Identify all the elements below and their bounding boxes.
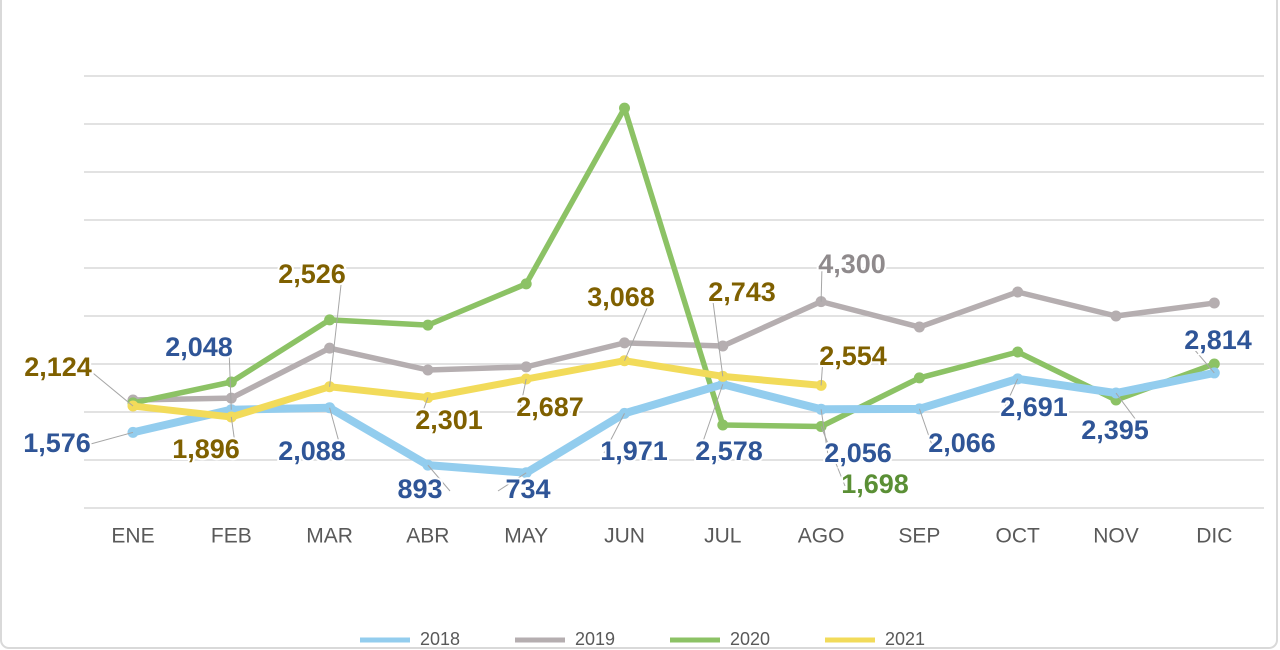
series-point xyxy=(1110,310,1122,322)
data-label: 734 xyxy=(505,474,550,504)
data-label: 4,300 xyxy=(818,249,886,279)
data-label: 2,066 xyxy=(928,428,996,458)
series-line xyxy=(129,357,825,421)
data-label: 1,971 xyxy=(600,436,668,466)
series-point xyxy=(520,278,532,290)
series-point xyxy=(1208,297,1220,309)
x-tick-label: JUN xyxy=(604,525,645,548)
data-label: 1,896 xyxy=(172,434,240,464)
data-label: 2,088 xyxy=(278,436,346,466)
series-point xyxy=(1208,358,1220,370)
leader-line xyxy=(329,275,343,387)
series-point xyxy=(324,342,336,354)
series-point xyxy=(1012,346,1024,358)
data-label: 893 xyxy=(397,474,442,504)
data-label: 1,698 xyxy=(841,469,909,499)
x-tick-label: AGO xyxy=(798,525,845,548)
series-point xyxy=(717,419,729,431)
x-tick-label: ABR xyxy=(406,525,449,548)
data-label: 2,526 xyxy=(278,259,346,289)
x-tick-label: NOV xyxy=(1093,525,1139,548)
leader-line xyxy=(1003,378,1019,410)
data-label: 2,578 xyxy=(695,436,763,466)
legend-label: 2020 xyxy=(730,629,770,649)
leader-line xyxy=(603,413,625,454)
leader-line xyxy=(711,293,724,377)
legend-label: 2019 xyxy=(575,629,615,649)
data-label: 2,395 xyxy=(1081,415,1149,445)
leader-line xyxy=(427,464,451,492)
series-point xyxy=(422,319,434,331)
data-label: 2,691 xyxy=(1000,392,1068,422)
x-tick-label: FEB xyxy=(211,525,252,548)
lines xyxy=(127,102,1220,479)
data-label: 2,743 xyxy=(708,277,776,307)
series-point xyxy=(520,361,532,373)
data-label: 2,124 xyxy=(24,352,92,382)
series-point xyxy=(324,314,336,326)
legend-label: 2021 xyxy=(885,629,925,649)
leader-line xyxy=(418,397,429,423)
data-label: 2,554 xyxy=(819,341,887,371)
leader-line xyxy=(86,431,134,446)
x-tick-label: OCT xyxy=(996,525,1041,548)
x-tick-label: MAR xyxy=(306,525,353,548)
data-label: 2,814 xyxy=(1184,325,1252,355)
x-tick-label: DIC xyxy=(1196,525,1232,548)
series-line xyxy=(130,289,1218,403)
series-point xyxy=(717,340,729,352)
series-point xyxy=(913,372,925,384)
series-line xyxy=(129,368,1219,477)
data-label: 2,301 xyxy=(415,405,483,435)
data-label: 2,056 xyxy=(824,438,892,468)
legend-label: 2018 xyxy=(420,629,460,649)
data-label: 3,068 xyxy=(587,282,655,312)
series-point xyxy=(225,376,237,388)
series-point xyxy=(619,102,630,114)
series-point xyxy=(913,321,925,333)
leader-line xyxy=(624,298,652,361)
series-point xyxy=(1012,286,1024,298)
leader-line xyxy=(230,416,237,452)
series-line xyxy=(130,105,1218,430)
x-tick-label: JUL xyxy=(704,525,741,548)
x-tick-label: ENE xyxy=(111,525,154,548)
data-label: 1,576 xyxy=(23,428,91,458)
leader-line xyxy=(1115,392,1146,433)
leader-line xyxy=(87,368,134,407)
data-label: 2,048 xyxy=(165,332,233,362)
labels: 4,300 1,698 1,576 2,048 2,088 893 734 1,971 2,57… xyxy=(21,247,1254,506)
leader-line xyxy=(820,265,823,302)
leader-line xyxy=(1187,341,1215,374)
leader-line xyxy=(698,384,724,454)
series-point xyxy=(422,364,434,376)
x-tick-label: MAY xyxy=(504,525,548,548)
data-label: 2,687 xyxy=(516,392,584,422)
x-tick-label: SEP xyxy=(898,525,940,548)
leader-line xyxy=(497,472,527,492)
leader-line xyxy=(918,408,933,446)
leader-line xyxy=(820,357,824,386)
series-point xyxy=(619,337,630,349)
leader-line xyxy=(820,409,829,456)
leader-line xyxy=(228,348,232,410)
leader-line xyxy=(329,407,343,454)
leader-line xyxy=(519,378,527,410)
